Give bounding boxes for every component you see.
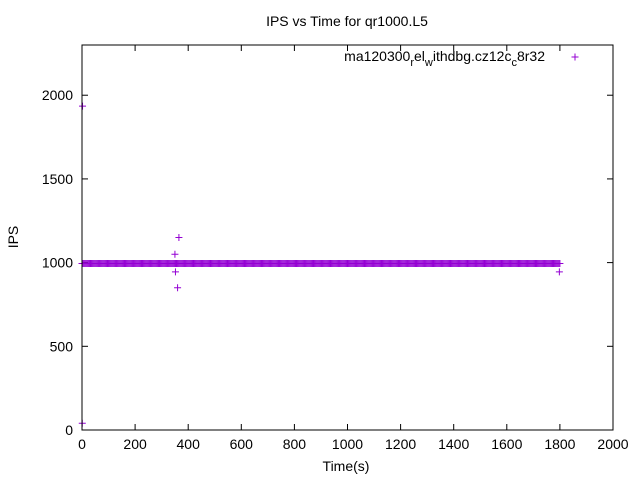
axis-ticks: 0 200 400 600 800 1000 1200 1400 1600 1800 2000 0 50… bbox=[42, 45, 629, 452]
legend: ma120300relwithdbg.cz12cc8r32 bbox=[344, 48, 579, 69]
legend-marker-plus bbox=[571, 53, 579, 61]
plot-frame bbox=[81, 44, 614, 431]
legend-label-subscript: c bbox=[511, 57, 517, 69]
x-tick-label: 1000 bbox=[332, 436, 363, 452]
y-tick-label: 500 bbox=[50, 338, 74, 354]
y-tick-label: 1500 bbox=[42, 171, 73, 187]
x-tick-label: 0 bbox=[78, 436, 86, 452]
data-point bbox=[79, 102, 87, 110]
x-tick-label: 1600 bbox=[491, 436, 522, 452]
y-tick-label: 2000 bbox=[42, 87, 73, 103]
x-tick-label: 1400 bbox=[438, 436, 469, 452]
y-tick-label: 1000 bbox=[42, 255, 73, 271]
x-tick-label: 800 bbox=[283, 436, 307, 452]
data-points bbox=[78, 102, 564, 427]
legend-label-part: el bbox=[414, 48, 425, 64]
legend-marker bbox=[571, 53, 579, 61]
legend-label-subscript: r bbox=[410, 57, 414, 69]
x-tick-label: 600 bbox=[230, 436, 254, 452]
data-point bbox=[555, 268, 563, 276]
legend-label-part: ithdbg.cz12c bbox=[433, 48, 512, 64]
data-point bbox=[171, 268, 179, 276]
legend-label-subscript: w bbox=[424, 57, 433, 69]
data-point bbox=[171, 250, 179, 258]
x-axis-title: Time(s) bbox=[323, 458, 370, 474]
y-axis-title: IPS bbox=[5, 226, 21, 249]
x-tick-label: 2000 bbox=[597, 436, 628, 452]
legend-label: ma120300relwithdbg.cz12cc8r32 bbox=[344, 48, 545, 69]
x-tick-label: 400 bbox=[177, 436, 201, 452]
legend-label-part: ma120300 bbox=[344, 48, 410, 64]
data-point bbox=[175, 234, 183, 241]
y-tick-label: 0 bbox=[65, 422, 73, 438]
x-tick-label: 200 bbox=[123, 436, 147, 452]
legend-label-part: 8r32 bbox=[517, 48, 545, 64]
data-point bbox=[556, 259, 564, 267]
x-tick-label: 1800 bbox=[544, 436, 575, 452]
chart-title: IPS vs Time for qr1000.L5 bbox=[266, 13, 428, 29]
x-tick-label: 1200 bbox=[385, 436, 416, 452]
data-point bbox=[174, 284, 182, 292]
